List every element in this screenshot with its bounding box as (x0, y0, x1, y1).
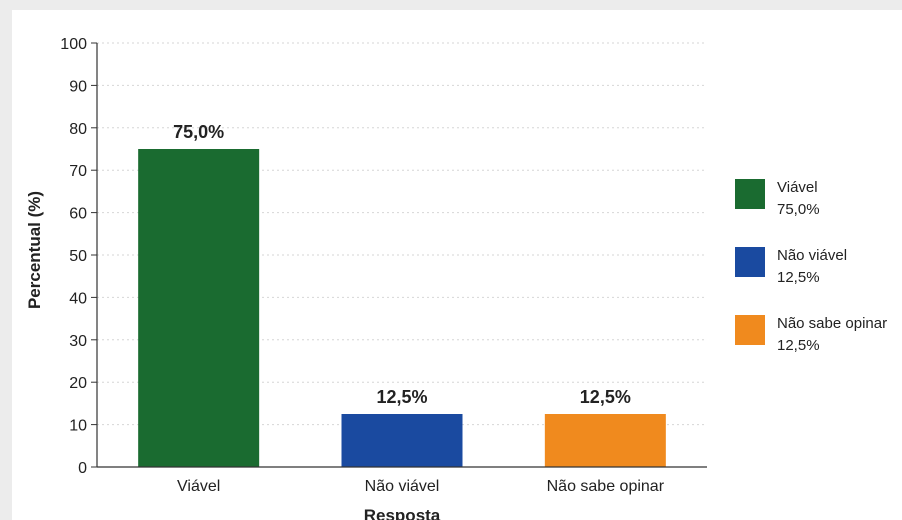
legend: Viável 75,0% Não viável 12,5% Não sabe opina… (735, 179, 887, 354)
y-tick-label: 90 (69, 78, 87, 95)
y-tick-label: 50 (69, 248, 87, 265)
data-label: 12,5% (376, 387, 427, 407)
data-label: 75,0% (173, 122, 224, 142)
y-tick-label: 60 (69, 206, 87, 223)
bar (341, 414, 463, 467)
x-tick-label: Não viável (365, 478, 440, 495)
y-tick-label: 0 (78, 460, 87, 477)
y-tick-label: 100 (60, 36, 87, 53)
legend-label: Não sabe opinar (777, 315, 887, 332)
data-label: 12,5% (580, 387, 631, 407)
y-tick-label: 70 (69, 163, 87, 180)
bar (138, 149, 260, 467)
y-axis-title: Percentual (%) (25, 191, 44, 309)
legend-value: 12,5% (777, 269, 820, 286)
legend-swatch (735, 247, 765, 277)
legend-label: Viável (777, 179, 818, 196)
legend-swatch (735, 315, 765, 345)
x-axis: Viável Não viável Não sabe opinar (97, 466, 707, 495)
bar (544, 414, 666, 467)
y-tick-label: 80 (69, 121, 87, 138)
x-tick-label: Viável (177, 478, 220, 495)
y-tick-label: 40 (69, 290, 87, 307)
y-tick-label: 20 (69, 375, 87, 392)
legend-label: Não viável (777, 247, 847, 264)
legend-swatch (735, 179, 765, 209)
y-tick-label: 10 (69, 418, 87, 435)
x-tick-label: Não sabe opinar (547, 478, 665, 495)
legend-value: 75,0% (777, 201, 820, 218)
y-axis: 0 10 20 30 40 50 60 70 80 90 100 (60, 36, 98, 477)
bars: 75,0% 12,5% 12,5% (138, 122, 666, 467)
legend-value: 12,5% (777, 337, 820, 354)
y-tick-label: 30 (69, 333, 87, 350)
x-axis-title: Resposta (364, 506, 441, 520)
